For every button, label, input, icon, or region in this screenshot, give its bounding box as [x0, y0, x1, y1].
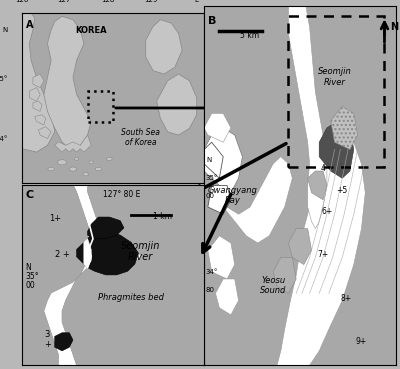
- Text: N: N: [2, 27, 8, 33]
- Text: +5: +5: [337, 186, 348, 194]
- Text: Seomjin
River: Seomjin River: [121, 241, 160, 262]
- Text: Seomjin
River: Seomjin River: [318, 67, 352, 87]
- Text: 3
+: 3 +: [44, 330, 51, 349]
- Polygon shape: [204, 114, 231, 142]
- Text: 80: 80: [206, 287, 215, 293]
- Bar: [88, 91, 113, 121]
- Text: E: E: [194, 0, 199, 3]
- Polygon shape: [204, 142, 223, 178]
- Text: 00: 00: [26, 281, 35, 290]
- Polygon shape: [319, 121, 354, 178]
- Text: B: B: [208, 16, 216, 26]
- Polygon shape: [331, 106, 358, 149]
- Text: 35°: 35°: [26, 272, 39, 281]
- Polygon shape: [277, 121, 365, 365]
- Text: N: N: [390, 22, 398, 32]
- Polygon shape: [288, 6, 327, 229]
- Polygon shape: [22, 13, 55, 152]
- Text: 35°: 35°: [0, 76, 8, 82]
- Text: 127°: 127°: [57, 0, 74, 3]
- Text: 127° 80 E: 127° 80 E: [104, 190, 141, 199]
- Text: 35°: 35°: [206, 175, 218, 181]
- Polygon shape: [44, 184, 102, 365]
- Text: 1+: 1+: [49, 214, 61, 223]
- Text: 126°: 126°: [15, 0, 32, 3]
- Polygon shape: [33, 74, 44, 87]
- Text: 6+: 6+: [321, 207, 332, 216]
- Polygon shape: [308, 171, 327, 200]
- Text: 1 km: 1 km: [153, 212, 172, 221]
- Text: N: N: [206, 157, 211, 163]
- Polygon shape: [216, 279, 238, 315]
- Polygon shape: [35, 115, 46, 125]
- Ellipse shape: [74, 158, 79, 160]
- Text: KOREA: KOREA: [75, 26, 107, 35]
- Text: 8+: 8+: [340, 294, 352, 303]
- Text: 5 km: 5 km: [240, 31, 260, 40]
- Polygon shape: [44, 16, 91, 149]
- Polygon shape: [77, 231, 138, 275]
- Text: C: C: [26, 190, 34, 200]
- Ellipse shape: [107, 157, 112, 161]
- Polygon shape: [273, 258, 296, 293]
- Polygon shape: [204, 128, 242, 193]
- Text: 00: 00: [206, 193, 215, 199]
- Polygon shape: [55, 135, 91, 152]
- Text: South Sea
of Korea: South Sea of Korea: [121, 128, 160, 147]
- Text: 34°: 34°: [0, 135, 8, 142]
- Text: 128°: 128°: [101, 0, 118, 3]
- Text: 9+: 9+: [356, 337, 367, 346]
- Ellipse shape: [95, 168, 102, 171]
- Polygon shape: [55, 333, 73, 351]
- Polygon shape: [33, 101, 42, 111]
- Polygon shape: [288, 229, 312, 265]
- Polygon shape: [84, 239, 91, 268]
- Text: 2 +: 2 +: [55, 250, 70, 259]
- Polygon shape: [208, 186, 231, 214]
- Polygon shape: [29, 87, 40, 101]
- Ellipse shape: [83, 172, 88, 176]
- Ellipse shape: [89, 161, 93, 163]
- Polygon shape: [38, 127, 51, 138]
- Text: Yeosu
Sound: Yeosu Sound: [260, 276, 286, 295]
- Polygon shape: [208, 236, 235, 279]
- Text: A: A: [26, 20, 33, 30]
- Ellipse shape: [69, 167, 77, 171]
- Text: 7+: 7+: [318, 251, 329, 259]
- Text: Gwangyang
Bay: Gwangyang Bay: [208, 186, 258, 206]
- Text: N: N: [26, 263, 31, 272]
- Polygon shape: [157, 74, 197, 135]
- Polygon shape: [204, 157, 292, 243]
- Polygon shape: [88, 217, 124, 239]
- Ellipse shape: [48, 168, 54, 171]
- Text: 34°: 34°: [206, 269, 218, 275]
- Polygon shape: [102, 235, 142, 261]
- Ellipse shape: [58, 160, 66, 165]
- Text: Phragmites bed: Phragmites bed: [98, 293, 164, 302]
- Text: 129°: 129°: [145, 0, 162, 3]
- Polygon shape: [146, 20, 182, 74]
- Text: 4: 4: [321, 164, 326, 173]
